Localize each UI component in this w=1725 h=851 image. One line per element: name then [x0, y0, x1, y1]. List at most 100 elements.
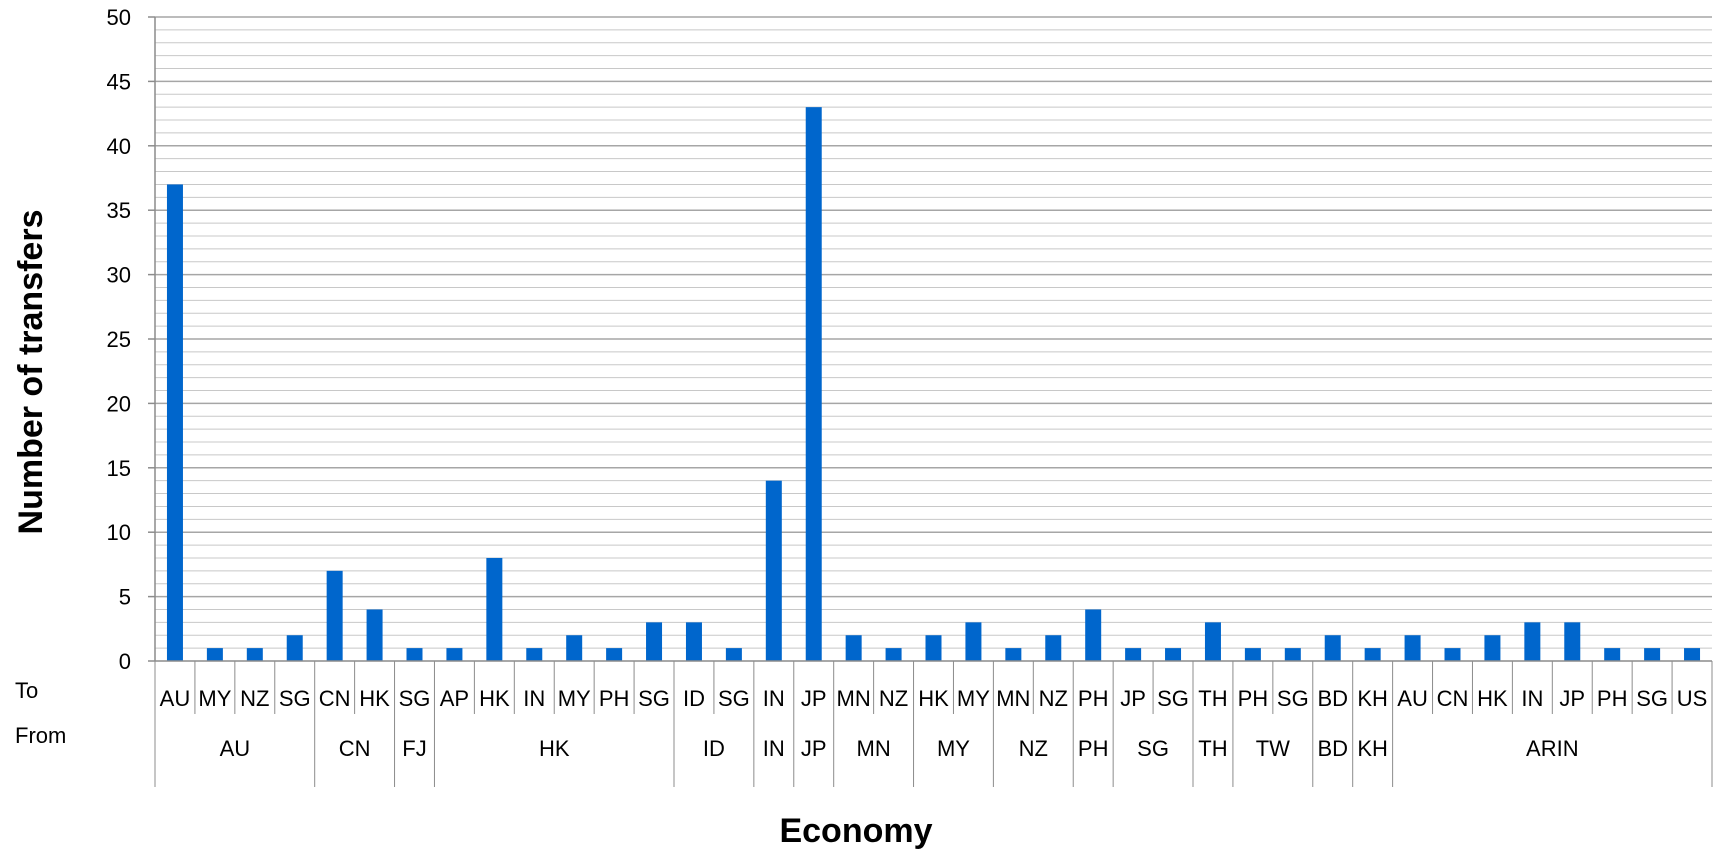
bars [166, 107, 1701, 661]
x-tick-label-12: PH [599, 686, 630, 711]
x-tick-label-22: MN [996, 686, 1030, 711]
y-tick-label: 50 [107, 5, 131, 30]
y-tick-label: 35 [107, 198, 131, 223]
bar-30-bd [1324, 635, 1341, 661]
x-tick-label-29: SG [1277, 686, 1309, 711]
group-label-2-cn: CN [339, 736, 371, 761]
group-label-15-bd: BD [1317, 736, 1348, 761]
bar-27-th [1204, 622, 1221, 661]
bar-28-ph [1244, 648, 1261, 661]
x-tick-label-24: PH [1078, 686, 1109, 711]
x-tick-label-18: MN [837, 686, 871, 711]
group-label-17-arin: ARIN [1526, 736, 1579, 761]
x-tick-label-13: SG [638, 686, 670, 711]
x-tick-label-39: US [1677, 686, 1708, 711]
x-tick-label-8: AP [440, 686, 469, 711]
x-tick-label-10: IN [523, 686, 545, 711]
from-row-label: From [15, 723, 66, 748]
y-tick-label: 0 [119, 649, 131, 674]
x-group-labels: AU CN FJ HK ID IN JP MN MY NZ PH SG TH TW BD KH ARIN [154, 714, 1713, 787]
x-tick-label-1: AU [160, 686, 191, 711]
x-tick-label-15: SG [718, 686, 750, 711]
bar-21-my [965, 622, 982, 661]
x-tick-label-11: MY [558, 686, 591, 711]
group-label-3-fj: FJ [402, 736, 426, 761]
x-tick-label-25: JP [1120, 686, 1146, 711]
group-label-16-kh: KH [1357, 736, 1388, 761]
y-tick-label: 20 [107, 391, 131, 416]
bar-12-ph [606, 648, 623, 661]
group-label-10-nz: NZ [1019, 736, 1048, 761]
bar-24-ph [1085, 609, 1102, 661]
bar-6-hk [366, 609, 383, 661]
bar-25-jp [1125, 648, 1142, 661]
x-tick-label-20: HK [918, 686, 949, 711]
x-tick-label-4: SG [279, 686, 311, 711]
bar-5-cn [326, 570, 343, 661]
bar-37-ph [1604, 648, 1621, 661]
x-tick-label-14: ID [683, 686, 705, 711]
x-tick-label-21: MY [957, 686, 990, 711]
bar-17-jp [805, 107, 822, 661]
x-tick-label-3: NZ [240, 686, 269, 711]
group-label-6-in: IN [763, 736, 785, 761]
bar-1-au [166, 184, 183, 661]
x-tick-label-26: SG [1157, 686, 1189, 711]
y-tick-label: 10 [107, 520, 131, 545]
y-tick-label: 30 [107, 263, 131, 288]
bar-33-cn [1444, 648, 1461, 661]
bar-38-sg [1644, 648, 1661, 661]
x-tick-label-7: SG [399, 686, 431, 711]
bar-4-sg [286, 635, 303, 661]
bar-22-mn [1005, 648, 1022, 661]
x-tick-label-32: AU [1397, 686, 1428, 711]
bar-20-hk [925, 635, 942, 661]
x-tick-label-2: MY [198, 686, 231, 711]
x-tick-label-34: HK [1477, 686, 1508, 711]
to-row-label: To [15, 678, 38, 703]
y-axis-title: Number of transfers [12, 210, 50, 535]
group-label-14-tw: TW [1256, 736, 1290, 761]
x-tick-label-31: KH [1357, 686, 1388, 711]
x-tick-label-35: IN [1521, 686, 1543, 711]
x-tick-label-30: BD [1317, 686, 1348, 711]
x-tick-label-38: SG [1636, 686, 1668, 711]
bar-23-nz [1045, 635, 1062, 661]
group-label-12-sg: SG [1137, 736, 1169, 761]
bar-29-sg [1284, 648, 1301, 661]
x-tick-label-16: IN [763, 686, 785, 711]
group-label-11-ph: PH [1078, 736, 1109, 761]
bar-35-in [1524, 622, 1541, 661]
bar-14-id [685, 622, 702, 661]
bar-13-sg [646, 622, 663, 661]
bar-15-sg [725, 648, 742, 661]
x-tick-label-9: HK [479, 686, 510, 711]
y-tick-label: 40 [107, 134, 131, 159]
bar-16-in [765, 480, 782, 661]
bar-11-my [566, 635, 583, 661]
x-tick-label-23: NZ [1039, 686, 1068, 711]
bar-26-sg [1165, 648, 1182, 661]
bar-10-in [526, 648, 543, 661]
x-tick-label-28: PH [1238, 686, 1269, 711]
group-label-4-hk: HK [539, 736, 570, 761]
group-label-9-my: MY [937, 736, 970, 761]
group-label-8-mn: MN [857, 736, 891, 761]
group-label-5-id: ID [703, 736, 725, 761]
y-tick-label: 5 [119, 585, 131, 610]
bar-3-nz [246, 648, 263, 661]
bar-8-ap [446, 648, 463, 661]
y-tick-label: 45 [107, 69, 131, 94]
bar-32-au [1404, 635, 1421, 661]
bar-19-nz [885, 648, 902, 661]
bar-18-mn [845, 635, 862, 661]
axes [148, 16, 1712, 662]
x-tick-label-17: JP [801, 686, 827, 711]
y-tick-labels: 0 5 10 15 20 25 30 35 40 45 50 [107, 5, 131, 674]
group-label-13-th: TH [1198, 736, 1227, 761]
x-category-labels: AU MY NZ SG CN HK SG AP HK IN MY PH SG ID SG IN JP MN NZ HK… [154, 661, 1713, 714]
x-tick-label-27: TH [1198, 686, 1227, 711]
x-tick-label-36: JP [1559, 686, 1585, 711]
x-tick-label-5: CN [319, 686, 351, 711]
bar-34-hk [1484, 635, 1501, 661]
